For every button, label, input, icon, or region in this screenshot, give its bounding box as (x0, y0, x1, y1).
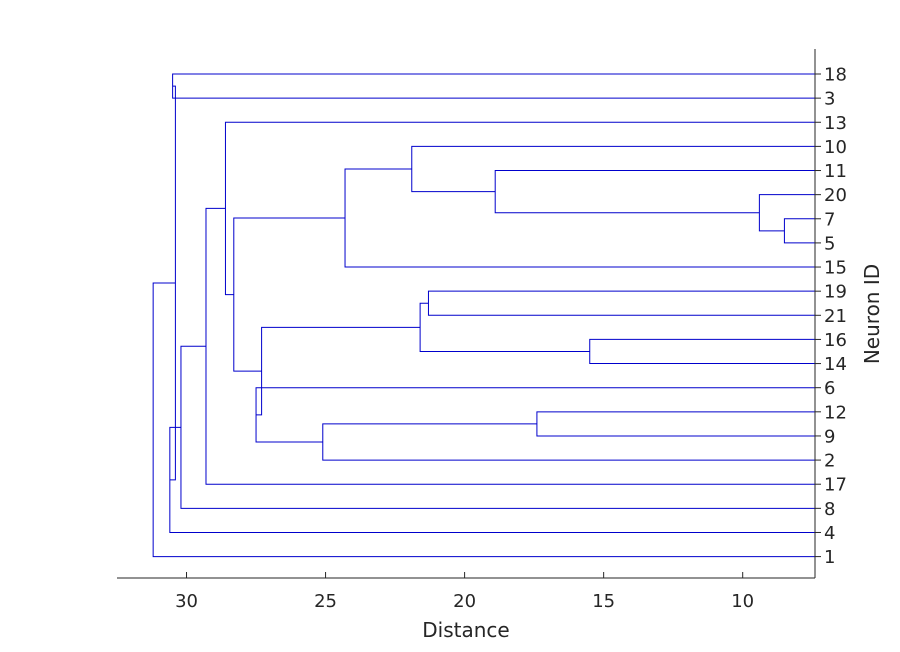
dendrogram-link (255, 387, 815, 443)
dendrogram-link (152, 282, 815, 558)
x-tick-label: 15 (592, 591, 615, 612)
leaf-label: 21 (824, 306, 847, 327)
leaf-label: 12 (824, 402, 847, 423)
leaf-label: 10 (824, 137, 847, 158)
leaf-label: 3 (824, 89, 835, 110)
y-ticks: 18 3 13 10 11 20 7 5 15 19 21 16 14 6 12 9 2 17 8 4 1 (815, 65, 847, 568)
dendrogram-link (256, 326, 421, 416)
leaf-label: 4 (824, 523, 835, 544)
leaf-label: 16 (824, 330, 847, 351)
leaf-label: 20 (824, 185, 847, 206)
leaf-label: 15 (824, 258, 847, 279)
dendrogram-link (172, 73, 815, 99)
x-ticks: 30 25 20 15 10 (175, 572, 754, 612)
x-tick-label: 10 (731, 591, 754, 612)
leaf-label: 6 (824, 378, 835, 399)
x-axis-title: Distance (422, 618, 509, 642)
leaf-label: 18 (824, 65, 847, 86)
dendrogram-link (758, 194, 815, 232)
dendrogram-link (419, 302, 590, 352)
leaf-label: 8 (824, 499, 835, 520)
leaf-label: 5 (824, 233, 835, 254)
leaf-label: 13 (824, 113, 847, 134)
dendrogram-link (494, 170, 815, 214)
leaf-label: 14 (824, 354, 847, 375)
x-tick-label: 25 (314, 591, 337, 612)
leaf-label: 2 (824, 451, 835, 472)
leaf-label: 11 (824, 161, 847, 182)
dendrogram-link (411, 145, 815, 193)
leaf-label: 1 (824, 547, 835, 568)
dendrogram-link (536, 411, 815, 437)
dendrogram-link (783, 218, 815, 244)
dendrogram-link (427, 290, 815, 316)
dendrogram-link (589, 338, 815, 365)
dendrogram-links (152, 73, 815, 558)
leaf-label: 7 (824, 209, 835, 230)
x-tick-label: 30 (175, 591, 198, 612)
leaf-label: 19 (824, 282, 847, 303)
dendrogram-link (233, 217, 346, 372)
x-tick-label: 20 (453, 591, 476, 612)
leaf-label: 9 (824, 426, 835, 447)
dendrogram-link (169, 426, 815, 533)
leaf-label: 17 (824, 475, 847, 496)
dendrogram-link (344, 168, 815, 268)
dendrogram-link (205, 207, 815, 485)
axes: 30 25 20 15 10 18313101120751519211614612921… (117, 49, 847, 612)
y-axis-title: Neuron ID (860, 264, 884, 364)
dendrogram-link (322, 423, 815, 461)
dendrogram-link (224, 121, 815, 296)
